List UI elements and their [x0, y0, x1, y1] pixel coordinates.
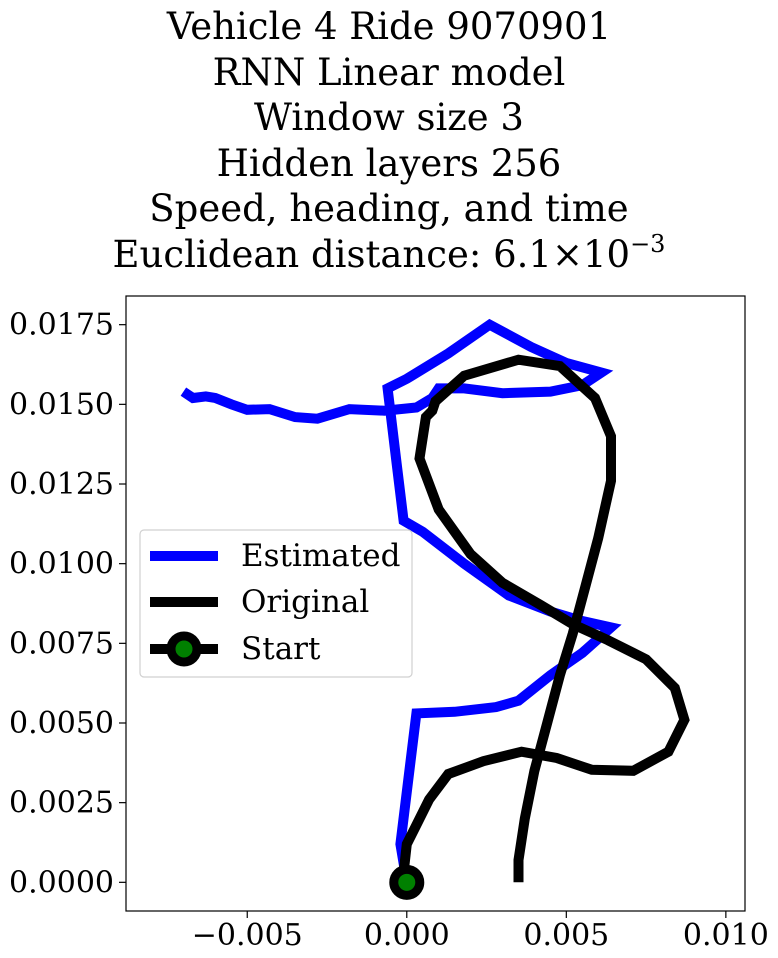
legend-label-original: Original	[241, 584, 369, 620]
chart-title: Vehicle 4 Ride 9070901 RNN Linear model …	[0, 4, 778, 277]
distance-mantissa: 6.1	[493, 232, 552, 276]
legend-start-marker	[166, 631, 202, 667]
title-line: Speed, heading, and time	[149, 187, 629, 230]
y-tick-label: 0.0175	[9, 308, 114, 343]
y-tick-label: 0.0075	[9, 626, 114, 661]
legend: Estimated Original Start	[139, 529, 413, 678]
x-tick-label: −0.005	[192, 918, 303, 953]
ticks-layer: −0.005 0.000 0.005 0.010 0.0000 0.0025 0.0050 0…	[9, 308, 769, 953]
y-tick-label: 0.0100	[9, 547, 114, 582]
series-layer	[180, 318, 690, 900]
distance-base: 10	[582, 232, 631, 276]
series-line-estimated	[180, 318, 622, 884]
start-marker	[389, 864, 425, 900]
series-line-original	[398, 354, 690, 884]
title-line: RNN Linear model	[212, 50, 566, 94]
x-tick-label: 0.005	[523, 918, 609, 953]
plot-area-frame	[125, 295, 746, 912]
title-distance-line: Euclidean distance: 6.1×10−3	[0, 232, 778, 278]
legend-label-estimated: Estimated	[241, 538, 400, 574]
y-tick-label: 0.0150	[9, 387, 114, 422]
distance-times: ×	[551, 232, 583, 276]
distance-exponent: −3	[630, 229, 666, 258]
title-line: Hidden layers 256	[216, 141, 562, 185]
y-tick-label: 0.0125	[9, 467, 114, 502]
y-tick-label: 0.0000	[9, 865, 114, 900]
x-tick-label: 0.010	[683, 918, 769, 953]
legend-box	[139, 529, 413, 678]
title-line: Vehicle 4 Ride 9070901	[166, 5, 612, 48]
title-line: Window size 3	[254, 96, 524, 139]
y-tick-label: 0.0025	[9, 786, 114, 821]
x-tick-label: 0.000	[364, 918, 450, 953]
y-tick-label: 0.0050	[9, 706, 114, 741]
legend-label-start: Start	[241, 631, 321, 667]
distance-prefix: Euclidean distance:	[112, 232, 494, 276]
